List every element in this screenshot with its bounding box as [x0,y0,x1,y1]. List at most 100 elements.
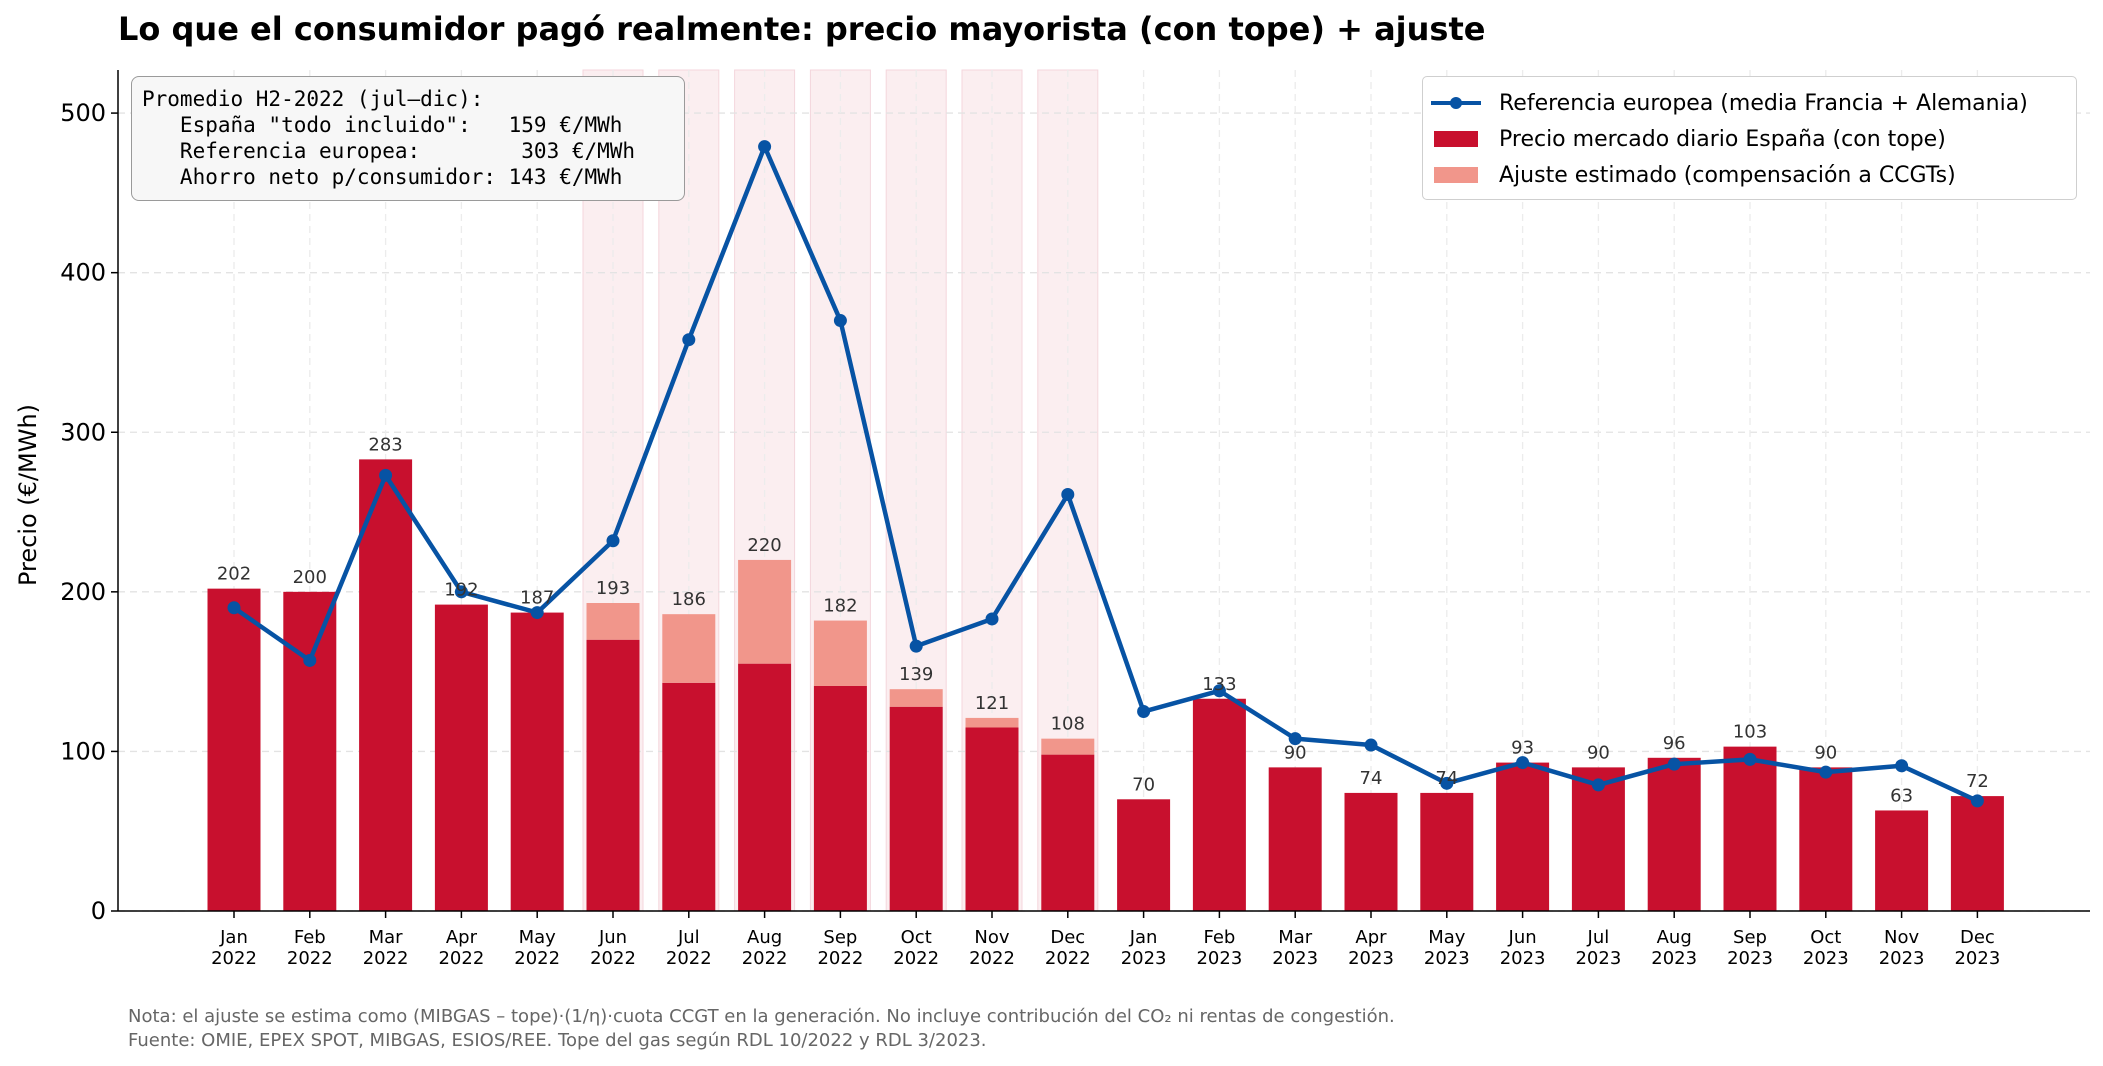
bar-spot-price [738,663,792,911]
x-tick-label: Jun 2023 [1500,927,1546,969]
x-tick-label: Dec 2022 [1045,927,1091,969]
reference-point [909,639,923,653]
legend-line-swatch [1431,85,1481,121]
bar-adjustment [889,689,943,707]
reference-point [1970,794,1984,808]
bar-value-label: 186 [672,589,706,610]
legend-item-adjustment: Ajuste estimado (compensación a CCGTs) [1431,157,2068,193]
bar-spot-price [359,459,413,911]
axes [117,70,2090,912]
reference-point [1061,487,1075,501]
x-tick-label: Sep 2023 [1727,927,1773,969]
bar-adjustment [738,559,792,664]
bar-value-label: 182 [823,596,857,617]
bar-value-label: 90 [1284,742,1307,763]
bar-spot-price [1117,799,1171,911]
x-tick-label: Jun 2022 [590,927,636,969]
bar-value-label: 90 [1587,742,1610,763]
bar-value-label: 74 [1360,768,1383,789]
bar-value-label: 200 [293,567,327,588]
bar-spot-price [207,588,261,911]
reference-point [1212,684,1226,698]
reference-line-path [232,144,1979,803]
bar-spot-price [1192,698,1246,911]
bar-spot-price [1950,796,2004,911]
bar-value-label: 103 [1733,722,1767,743]
legend-label: Precio mercado diario España (con tope) [1499,126,1946,152]
reference-point [1440,776,1454,790]
bar-spot-price [1041,754,1095,911]
y-tick-label: 500 [60,99,106,127]
y-tick-label: 0 [91,897,106,925]
x-tick-label: Aug 2022 [742,927,788,969]
ticks: 0 100 200 300 400 500 Jan 2022 Feb 2022 Mar 2022 Apr… [60,99,2000,969]
bar-value-label: 202 [217,564,251,585]
bar-value-label: 93 [1511,738,1534,759]
bar-adjustment [586,603,640,640]
x-tick-label: Jul 2022 [666,927,712,969]
y-axis-label: Precio (€/MWh) [14,403,42,587]
reference-point [379,468,393,482]
bar-spot-price [283,591,337,911]
bar-spot-price [1723,746,1777,911]
y-tick-label: 200 [60,578,106,606]
bar-value-label: 133 [1202,674,1236,695]
reference-point [1516,756,1530,770]
reference-point [682,333,696,347]
x-tick-label: Sep 2022 [817,927,863,969]
bar-value-label: 220 [747,535,781,556]
bar-value-label: 192 [444,580,478,601]
x-tick-label: Mar 2022 [363,927,409,969]
x-tick-label: Jul 2023 [1575,927,1621,969]
x-tick-label: Dec 2023 [1954,927,2000,969]
bar-spot-price [586,639,640,911]
x-tick-label: Feb 2023 [1196,927,1242,969]
x-tick-label: Apr 2022 [438,927,484,969]
legend-label: Referencia europea (media Francia + Alem… [1499,90,2028,116]
chart-title: Lo que el consumidor pagó realmente: pre… [118,10,1486,48]
x-tick-label: May 2023 [1424,927,1470,969]
bar-spot-price [1799,767,1853,911]
bar-adjustment [662,614,716,683]
y-tick-label: 400 [60,259,106,287]
reference-point [303,653,317,667]
infobox-line: Promedio H2-2022 (jul–dic): [142,87,484,111]
bar-value-label: 187 [520,588,554,609]
reference-point [454,585,468,599]
infobox-line: Referencia europea: 303 €/MWh [142,139,636,163]
legend: Referencia europea (media Francia + Alem… [1422,76,2077,200]
bar-value-labels: 202 200 283 192 187 193 186 220 182 139 121 108 70 13… [217,434,1989,806]
reference-point [1364,738,1378,752]
bar-value-label: 72 [1966,771,1989,792]
reference-point [833,314,847,328]
summary-infobox: Promedio H2-2022 (jul–dic): España "todo… [131,76,685,201]
x-tick-label: Nov 2023 [1879,927,1925,969]
legend-label: Ajuste estimado (compensación a CCGTs) [1499,162,1956,188]
x-tick-label: Aug 2023 [1651,927,1697,969]
footnote: Nota: el ajuste se estima como (MIBGAS –… [128,1006,1395,1027]
bar-value-label: 96 [1663,733,1686,754]
bar-spot-price [813,685,867,911]
bar-spot-price [510,612,564,911]
bar-value-label: 108 [1051,714,1085,735]
reference-point [758,140,772,154]
reference-point [1819,765,1833,779]
reference-point [1743,752,1757,766]
legend-bar-swatch [1431,121,1481,157]
bar-value-label: 283 [368,434,402,455]
bar-spot-price [1420,792,1474,911]
reference-point [1667,757,1681,771]
x-tick-label: Jan 2022 [211,927,257,969]
legend-item-reference: Referencia europea (media Francia + Alem… [1431,85,2068,121]
y-tick-label: 100 [60,737,106,765]
bar-adjustment [813,620,867,686]
bar-spot-price [1268,767,1322,911]
x-tick-label: Jan 2023 [1121,927,1167,969]
bar-spot-price [1875,810,1929,911]
bar-value-label: 74 [1435,768,1458,789]
reference-point [1895,759,1909,773]
x-tick-label: Oct 2022 [893,927,939,969]
reference-line [227,140,1984,808]
x-tick-label: May 2022 [514,927,560,969]
